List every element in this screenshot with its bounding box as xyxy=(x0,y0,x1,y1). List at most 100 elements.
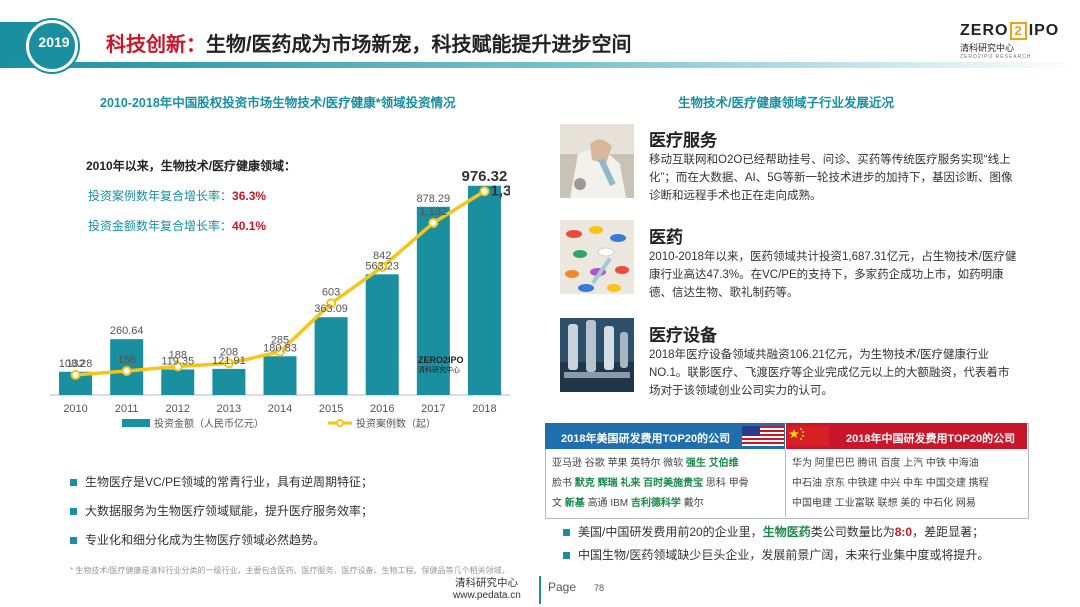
us-firm: IBM xyxy=(610,498,629,509)
bar-investment-amount xyxy=(161,369,195,395)
bar-data-label: 121.91 xyxy=(212,355,246,367)
logo-caption: ZERO2IPO RESEARCH xyxy=(960,54,1032,60)
us-firm: 戴尔 xyxy=(683,498,704,509)
note1-b: 生物医药 xyxy=(762,525,811,539)
line-data-label: 603 xyxy=(322,286,340,298)
us-firm: 脸书 xyxy=(552,478,572,489)
us-firm: 谷歌 xyxy=(584,458,605,469)
x-tick-label: 2018 xyxy=(472,403,496,415)
bar-investment-amount xyxy=(314,317,348,395)
footnote: * 生物技术/医疗健康是清科行业分类的一级行业，主要包含医药、医疗服务、医疗设备… xyxy=(70,566,510,575)
line-data-label: 132 xyxy=(66,358,84,370)
left-bullet: 专业化和细分化成为生物医疗领域必然趋势。 xyxy=(70,531,325,548)
point-investment-cases xyxy=(121,365,132,376)
us-firm: 文 xyxy=(552,498,562,509)
x-tick-label: 2017 xyxy=(421,403,445,415)
us-firm-row: 亚马逊 谷歌 苹果 英特尔 微软 强生 艾伯维 xyxy=(552,454,782,474)
line-data-label: 158 xyxy=(117,354,135,366)
cn-top20-title: 2018年中国研发费用TOP20的公司 xyxy=(846,433,1016,445)
bar-data-label: 976.32 xyxy=(461,168,507,185)
bar-investment-amount xyxy=(59,371,93,395)
logo-text-b: 2 xyxy=(1010,22,1027,40)
note2: 中国生物/医药领域缺少巨头企业，发展前景广阔，未来行业集中度或将提升。 xyxy=(578,548,990,562)
us-firm-biomed: 吉利德科学 xyxy=(630,498,681,509)
x-tick-label: 2011 xyxy=(115,403,139,415)
bar-data-label: 260.64 xyxy=(110,325,144,337)
line-data-label: 188 xyxy=(169,349,187,361)
footer-url[interactable]: www.pedata.cn xyxy=(453,590,521,601)
bullet-square-icon xyxy=(70,537,77,545)
page-title: 科技创新：生物/医药成为市场新宠，科技赋能提升进步空间 xyxy=(106,28,632,57)
chart-watermark: ZERO2IPO 清科研究中心 xyxy=(418,355,478,375)
point-investment-cases xyxy=(479,186,490,197)
us-firm-list: 亚马逊 谷歌 苹果 英特尔 微软 强生 艾伯维 脸书 默克 辉瑞 礼来 百时美施贵… xyxy=(552,454,782,514)
point-investment-cases xyxy=(275,346,285,357)
cagr-amount-value: 40.1% xyxy=(232,219,267,233)
subindustry-title: 医疗设备 xyxy=(649,326,717,345)
microscope-photo xyxy=(560,318,634,392)
page-title-highlight: 科技创新： xyxy=(106,34,206,56)
line-data-label: 842 xyxy=(373,250,391,262)
bar-investment-amount xyxy=(365,274,399,395)
us-firm-biomed: 新基 xyxy=(564,498,585,509)
point-investment-cases xyxy=(326,298,337,309)
us-firm-row: 脸书 默克 辉瑞 礼来 百时美施贵宝 思科 甲骨 xyxy=(552,474,782,494)
legend-marker-line xyxy=(336,419,344,427)
bar-investment-amount xyxy=(416,206,450,395)
bar-investment-amount xyxy=(212,368,246,395)
legend-swatch-bars xyxy=(122,419,150,427)
left-bullet: 生物医疗是VC/PE领域的常青行业，具有逆周期特征； xyxy=(70,473,373,490)
point-investment-cases xyxy=(428,217,439,228)
bar-investment-amount xyxy=(467,185,501,395)
year-badge xyxy=(26,20,78,72)
line-data-label: 1,132 xyxy=(420,206,448,218)
line-data-label: 285 xyxy=(271,335,289,347)
us-firm-biomed: 默克 xyxy=(574,478,595,489)
watermark-line1: ZERO2IPO xyxy=(418,355,464,365)
logo-subtitle: 清科研究中心 xyxy=(960,43,1015,53)
top20-note: 美国/中国研发费用前20的企业里，生物医药类公司数量比为8:0，差距显著； xyxy=(563,523,984,540)
page-title-rest: 生物/医药成为市场新宠，科技赋能提升进步空间 xyxy=(206,34,632,56)
header-bar xyxy=(0,62,1080,68)
left-bullet-text: 生物医疗是VC/PE领域的常青行业，具有逆周期特征； xyxy=(85,475,374,489)
point-investment-cases xyxy=(377,261,388,272)
logo-text-c: IPO xyxy=(1028,22,1060,39)
top20-note: 中国生物/医药领域缺少巨头企业，发展前景广阔，未来行业集中度或将提升。 xyxy=(563,546,989,563)
us-firm-biomed: 强生 xyxy=(685,458,706,469)
bullet-square-icon xyxy=(563,529,570,537)
bar-investment-amount xyxy=(263,356,297,395)
subindustry-title: 医药 xyxy=(649,228,683,247)
cn-firm-row: 中石油 京东 中铁建 中兴 中车 中国交建 携程 xyxy=(792,478,989,489)
bar-data-label: 108.28 xyxy=(59,358,93,370)
x-tick-label: 2016 xyxy=(370,403,394,415)
bar-data-label: 119.35 xyxy=(161,355,194,367)
us-top20-title: 2018年美国研发费用TOP20的公司 xyxy=(561,433,731,445)
x-tick-label: 2015 xyxy=(319,403,343,415)
note1-a: 美国/中国研发费用前20的企业里， xyxy=(578,525,763,539)
zero2ipo-logo: ZERO 2 IPO 清科研究中心 ZERO2IPO RESEARCH xyxy=(960,22,1060,60)
logo-text-a: ZERO xyxy=(960,22,1009,39)
us-firm-biomed: 礼来 xyxy=(620,478,641,489)
us-firm: 亚马逊 xyxy=(552,458,582,469)
subindustry-text: 2010-2018年以来，医药领域共计投资1,687.31亿元，占生物技术/医疗… xyxy=(649,251,1017,299)
bullet-square-icon xyxy=(563,552,570,560)
us-flag-icon xyxy=(742,426,784,446)
footer-org: 清科研究中心 xyxy=(455,577,518,589)
legend-label-line: 投资案例数（起） xyxy=(356,417,436,430)
bar-data-label: 563.23 xyxy=(365,260,399,272)
left-bullet-text: 专业化和细分化成为生物医疗领域必然趋势。 xyxy=(85,533,326,547)
left-bullet-text: 大数据服务为生物医疗领域赋能，提升医疗服务效率； xyxy=(85,504,374,518)
bar-data-label: 363.09 xyxy=(314,303,348,315)
watermark-line2: 清科研究中心 xyxy=(418,367,460,374)
table-divider xyxy=(785,449,786,517)
page-label: Page xyxy=(548,580,577,594)
x-tick-label: 2010 xyxy=(63,403,87,415)
us-firm-biomed: 辉瑞 xyxy=(597,478,618,489)
x-tick-label: 2013 xyxy=(217,403,241,415)
cagr-cases-value: 36.3% xyxy=(232,189,267,203)
cagr-cases-label: 投资案例数年复合增长率： xyxy=(88,189,233,203)
us-firm-row: 文 新基 高通 IBM 吉利德科学 戴尔 xyxy=(552,494,782,514)
subindustry-text: 移动互联网和O2O已经帮助挂号、问诊、买药等传统医疗服务实现“线上化”；而在大数… xyxy=(649,154,1013,202)
us-firm: 微软 xyxy=(663,458,684,469)
us-firm: 甲骨 xyxy=(728,478,749,489)
